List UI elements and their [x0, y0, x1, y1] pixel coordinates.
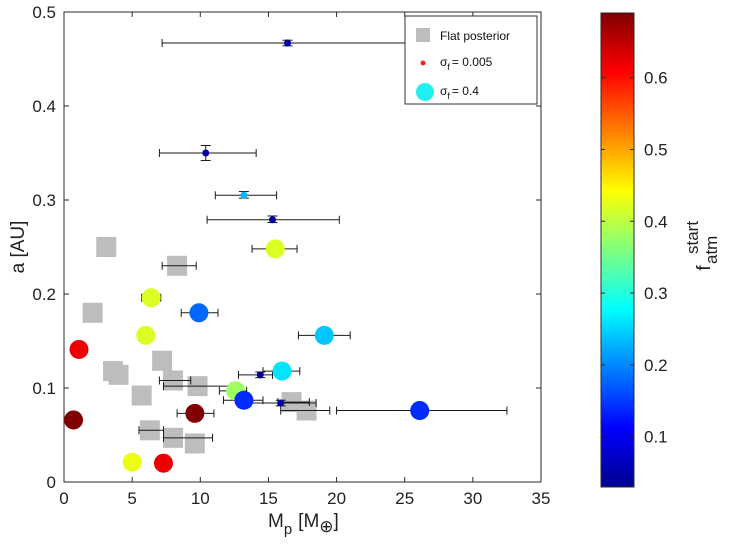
x-tick-label: 10 [191, 489, 210, 508]
y-tick-label: 0.1 [32, 379, 56, 398]
colorbar-tick-label: 0.2 [644, 356, 668, 375]
y-tick-label: 0.3 [32, 191, 56, 210]
flat-posterior-marker [108, 364, 129, 385]
colorbar-tick-label: 0.1 [644, 428, 668, 447]
small-sigma-marker [240, 191, 248, 199]
small-sigma-marker [269, 216, 277, 224]
colorbar-tick-label: 0.5 [644, 140, 668, 159]
x-label-close: ] [334, 511, 339, 532]
colorbar-tick-label: 0.4 [644, 212, 668, 231]
legend-square-marker [416, 28, 430, 42]
x-axis-label: Mp [M⊕] [268, 511, 339, 538]
colorbar-label-main: f [694, 265, 715, 271]
legend-large-label: σf = 0.4 [440, 84, 479, 101]
legend-small-circle-marker [420, 60, 426, 66]
legend-flat-label: Flat posterior [440, 29, 510, 43]
large-sigma-marker [265, 239, 285, 259]
large-sigma-marker [141, 288, 161, 308]
large-sigma-marker [234, 390, 254, 410]
large-sigma-points [64, 239, 430, 473]
y-tick-labels: 0 0.1 0.2 0.3 0.4 0.5 [32, 3, 56, 492]
large-sigma-marker [314, 325, 334, 345]
large-sigma-marker [272, 361, 292, 381]
x-tick-label: 15 [259, 489, 278, 508]
x-label-main: M [268, 511, 284, 532]
y-tick-label: 0.5 [32, 3, 56, 22]
flat-posterior-marker [96, 237, 117, 257]
y-tick-label: 0.2 [32, 285, 56, 304]
x-label-sub: p [284, 521, 292, 538]
colorbar-gradient [600, 12, 635, 488]
x-tick-label: 35 [532, 489, 551, 508]
colorbar-label-sup: start [683, 221, 702, 254]
legend-small-sigma: σ [440, 55, 448, 69]
large-sigma-marker [410, 401, 430, 421]
x-label-units: [M [298, 511, 319, 532]
x-tick-label: 20 [327, 489, 346, 508]
colorbar-ticks: 0.1 0.2 0.3 0.4 0.5 0.6 [601, 69, 668, 447]
large-sigma-marker [185, 403, 205, 423]
flat-posterior-marker [131, 385, 152, 406]
legend-small-label: σf = 0.005 [440, 55, 493, 72]
colorbar-tick-label: 0.6 [644, 69, 668, 88]
small-sigma-marker [277, 399, 285, 407]
flat-posterior-marker [184, 433, 205, 454]
small-sigma-marker [202, 149, 210, 157]
small-sigma-marker [284, 39, 292, 47]
y-axis-label: a [AU] [8, 221, 29, 274]
legend-large-sub: f [447, 91, 450, 101]
large-sigma-marker [153, 453, 173, 473]
flat-posterior-marker [82, 302, 103, 323]
large-sigma-marker [64, 410, 84, 430]
legend-large-circle-marker [416, 83, 434, 101]
y-tick-label: 0 [47, 473, 56, 492]
legend-large-rest: = 0.4 [452, 84, 479, 98]
large-sigma-marker [189, 303, 209, 323]
large-sigma-marker [122, 452, 142, 472]
legend: Flat posterior σf = 0.005 σf = 0.4 [404, 15, 538, 105]
x-tick-labels: 0 5 10 15 20 25 30 35 [59, 489, 550, 508]
x-tick-label: 25 [395, 489, 414, 508]
colorbar-label-sub: atm [702, 236, 721, 264]
y-tick-label: 0.4 [32, 97, 56, 116]
legend-small-rest: = 0.005 [452, 55, 493, 69]
large-sigma-marker [136, 325, 156, 345]
colorbar-label: f start atm [683, 221, 721, 271]
x-label-symbol: ⊕ [319, 517, 333, 536]
colorbar-tick-label: 0.3 [644, 284, 668, 303]
legend-small-sub: f [447, 62, 450, 72]
x-tick-label: 30 [463, 489, 482, 508]
small-sigma-points [202, 39, 292, 407]
flat-posterior-points [82, 237, 317, 454]
x-tick-label: 0 [59, 489, 68, 508]
large-sigma-marker [69, 339, 89, 359]
flat-posterior-marker [152, 350, 173, 371]
axes-ticks [63, 11, 542, 483]
legend-large-sigma: σ [440, 84, 448, 98]
colorbar: 0.1 0.2 0.3 0.4 0.5 0.6 f start atm [600, 12, 721, 488]
small-sigma-marker [256, 371, 264, 379]
x-tick-label: 5 [127, 489, 136, 508]
